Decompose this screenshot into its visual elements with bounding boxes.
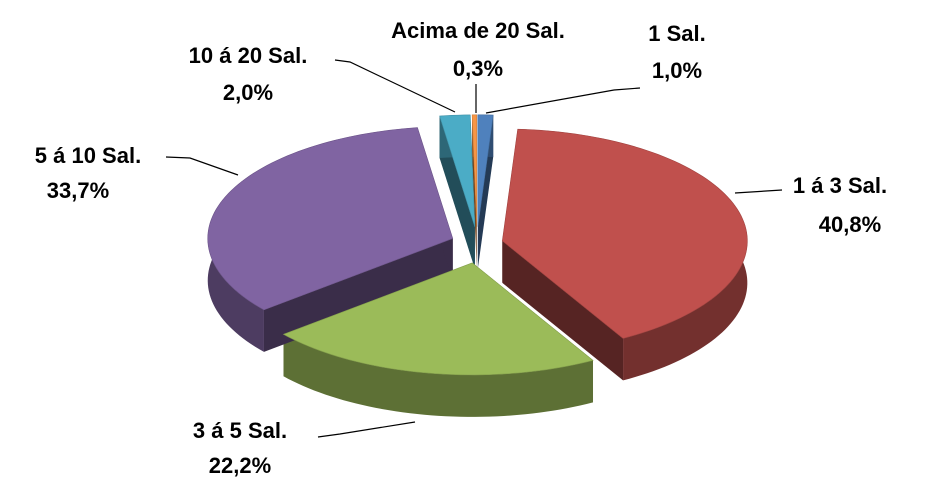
slice-tops xyxy=(207,114,748,376)
leader-line xyxy=(334,59,456,113)
slice-label: 10 á 20 Sal. xyxy=(189,43,308,68)
value-label: 1,0% xyxy=(652,58,702,83)
value-label: 40,8% xyxy=(819,212,881,237)
leader-line xyxy=(485,87,641,114)
slice-wall xyxy=(263,238,453,352)
slice-label: 3 á 5 Sal. xyxy=(193,418,287,443)
slice-side xyxy=(283,334,594,417)
leader-line xyxy=(317,421,416,438)
slice-wall xyxy=(502,240,624,381)
slice-label: 1 Sal. xyxy=(648,21,705,46)
value-label: 33,7% xyxy=(47,178,109,203)
slice xyxy=(439,114,476,227)
slice xyxy=(282,262,594,376)
slice xyxy=(207,127,454,311)
slice xyxy=(477,114,494,227)
value-label: 2,0% xyxy=(223,80,273,105)
value-label: 0,3% xyxy=(453,56,503,81)
leader-line xyxy=(165,156,239,176)
slice-label: 5 á 10 Sal. xyxy=(35,143,141,168)
value-label: 22,2% xyxy=(209,453,271,478)
slice xyxy=(502,128,748,339)
leader-line xyxy=(734,189,783,194)
slice-label: Acima de 20 Sal. xyxy=(391,18,565,43)
slice xyxy=(471,114,478,227)
slice-label: 1 á 3 Sal. xyxy=(793,173,887,198)
